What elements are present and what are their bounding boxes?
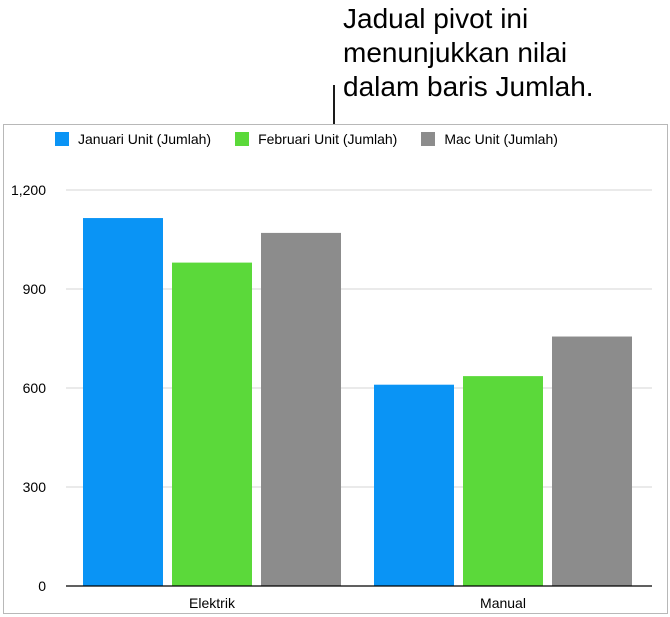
y-tick-label-600: 600	[23, 380, 47, 396]
chart-legend: Januari Unit (Jumlah) Februari Unit (Jum…	[55, 131, 582, 147]
y-tick-label-300: 300	[23, 479, 47, 495]
bar-manual-series-2[interactable]	[552, 336, 632, 586]
bar-manual-series-0[interactable]	[374, 384, 454, 586]
annotation-line-2: menunjukkan nilai	[343, 37, 568, 68]
legend-swatch-januari	[55, 132, 69, 146]
legend-item-februari[interactable]: Februari Unit (Jumlah)	[235, 131, 397, 147]
legend-item-mac[interactable]: Mac Unit (Jumlah)	[421, 131, 558, 147]
legend-swatch-februari	[235, 132, 250, 146]
bar-elektrik-series-0[interactable]	[83, 218, 163, 587]
annotation-line-3: dalam baris Jumlah.	[343, 71, 594, 102]
legend-swatch-mac	[421, 132, 436, 146]
annotation-line-1: Jadual pivot ini	[343, 3, 529, 34]
legend-item-januari[interactable]: Januari Unit (Jumlah)	[55, 131, 211, 147]
annotation-callout: Jadual pivot ini menunjukkan nilai dalam…	[343, 2, 663, 104]
bar-elektrik-series-1[interactable]	[172, 262, 252, 586]
legend-label-januari: Januari Unit (Jumlah)	[78, 131, 212, 147]
y-tick-label-900: 900	[23, 281, 47, 297]
x-category-label-elektrik: Elektrik	[189, 595, 236, 611]
legend-label-mac: Mac Unit (Jumlah)	[444, 131, 558, 147]
x-category-label-manual: Manual	[480, 595, 526, 611]
y-tick-label-0: 0	[38, 578, 46, 594]
chart-frame	[3, 124, 668, 614]
axes: 0 300 600 900 1,200 Elektrik Manual	[11, 182, 652, 611]
bar-manual-series-1[interactable]	[463, 376, 543, 586]
bar-elektrik-series-2[interactable]	[261, 232, 341, 586]
bars	[83, 218, 632, 587]
legend-label-februari: Februari Unit (Jumlah)	[258, 131, 398, 147]
y-tick-label-1200: 1,200	[11, 182, 46, 198]
annotation-leader-line	[333, 85, 335, 125]
